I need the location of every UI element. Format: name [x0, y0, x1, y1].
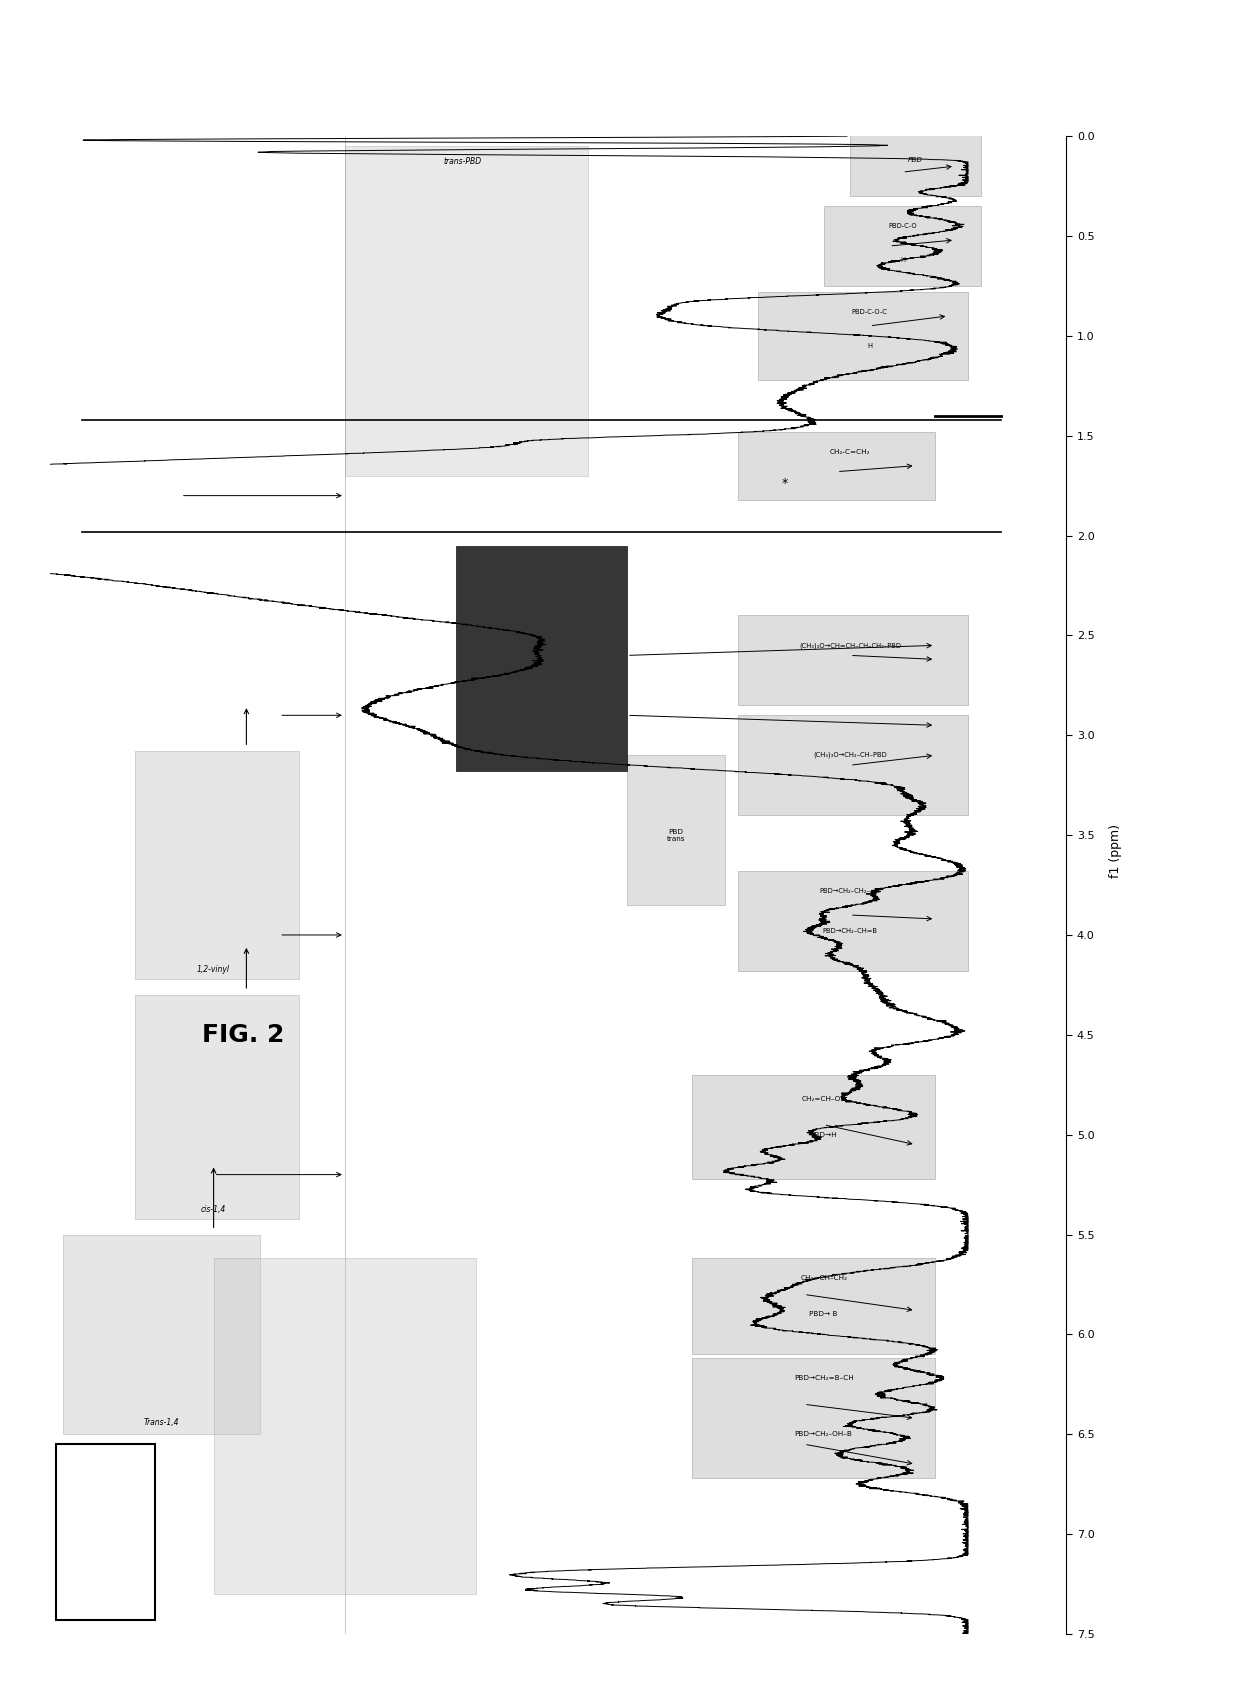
Bar	[56, 1445, 155, 1620]
Bar	[135, 996, 299, 1219]
Text: CH₂=CH–OH: CH₂=CH–OH	[801, 1096, 846, 1101]
Text: CH₂-C=CH₂: CH₂-C=CH₂	[830, 449, 870, 454]
Bar	[738, 432, 935, 500]
Text: PBD→ B: PBD→ B	[810, 1312, 838, 1317]
Bar	[692, 1258, 935, 1355]
Text: PBD-C-O: PBD-C-O	[888, 223, 916, 230]
Bar	[456, 546, 627, 771]
Text: (CH₃)₃O→CH₂–CH–PBD: (CH₃)₃O→CH₂–CH–PBD	[813, 752, 887, 759]
Text: 1,2-vinyl: 1,2-vinyl	[197, 965, 231, 974]
Text: PBD→CH₂=B–CH: PBD→CH₂=B–CH	[794, 1375, 853, 1382]
Text: PBD→CH₂–OH–B: PBD→CH₂–OH–B	[795, 1431, 853, 1436]
Text: PBD→CH₂–CH₂–=B: PBD→CH₂–CH₂–=B	[820, 888, 880, 894]
Bar	[345, 146, 588, 475]
Bar	[135, 751, 299, 979]
Bar	[627, 756, 725, 905]
Bar	[63, 1234, 259, 1435]
Text: PBD: PBD	[908, 157, 923, 163]
Text: PBD→CH₂–CH=B: PBD→CH₂–CH=B	[822, 928, 878, 934]
Bar	[213, 1258, 476, 1595]
Bar	[738, 871, 968, 970]
Bar	[692, 1358, 935, 1477]
Bar	[849, 126, 981, 196]
Text: *: *	[781, 477, 787, 490]
Bar	[823, 206, 981, 286]
Text: CH₂=CH–CH₂: CH₂=CH–CH₂	[800, 1275, 847, 1282]
Text: H: H	[900, 257, 905, 264]
Bar	[738, 616, 968, 705]
Bar	[738, 715, 968, 815]
Bar	[692, 1074, 935, 1178]
Text: f1 (ppm): f1 (ppm)	[1110, 824, 1122, 878]
Text: PBD→H: PBD→H	[811, 1132, 837, 1137]
Text: FIG. 2: FIG. 2	[202, 1023, 284, 1047]
Text: PBD-C-O-C: PBD-C-O-C	[852, 308, 888, 315]
Text: cis-1,4: cis-1,4	[201, 1205, 226, 1214]
Bar	[758, 293, 968, 380]
Text: H: H	[867, 342, 872, 349]
Text: (CH₃)₃O→CH=CH–CH–CH₂–PBD: (CH₃)₃O→CH=CH–CH–CH₂–PBD	[799, 642, 901, 648]
Text: PBD
trans: PBD trans	[667, 829, 686, 841]
Text: trans-PBD: trans-PBD	[444, 157, 482, 167]
Text: Trans-1,4: Trans-1,4	[144, 1418, 179, 1428]
